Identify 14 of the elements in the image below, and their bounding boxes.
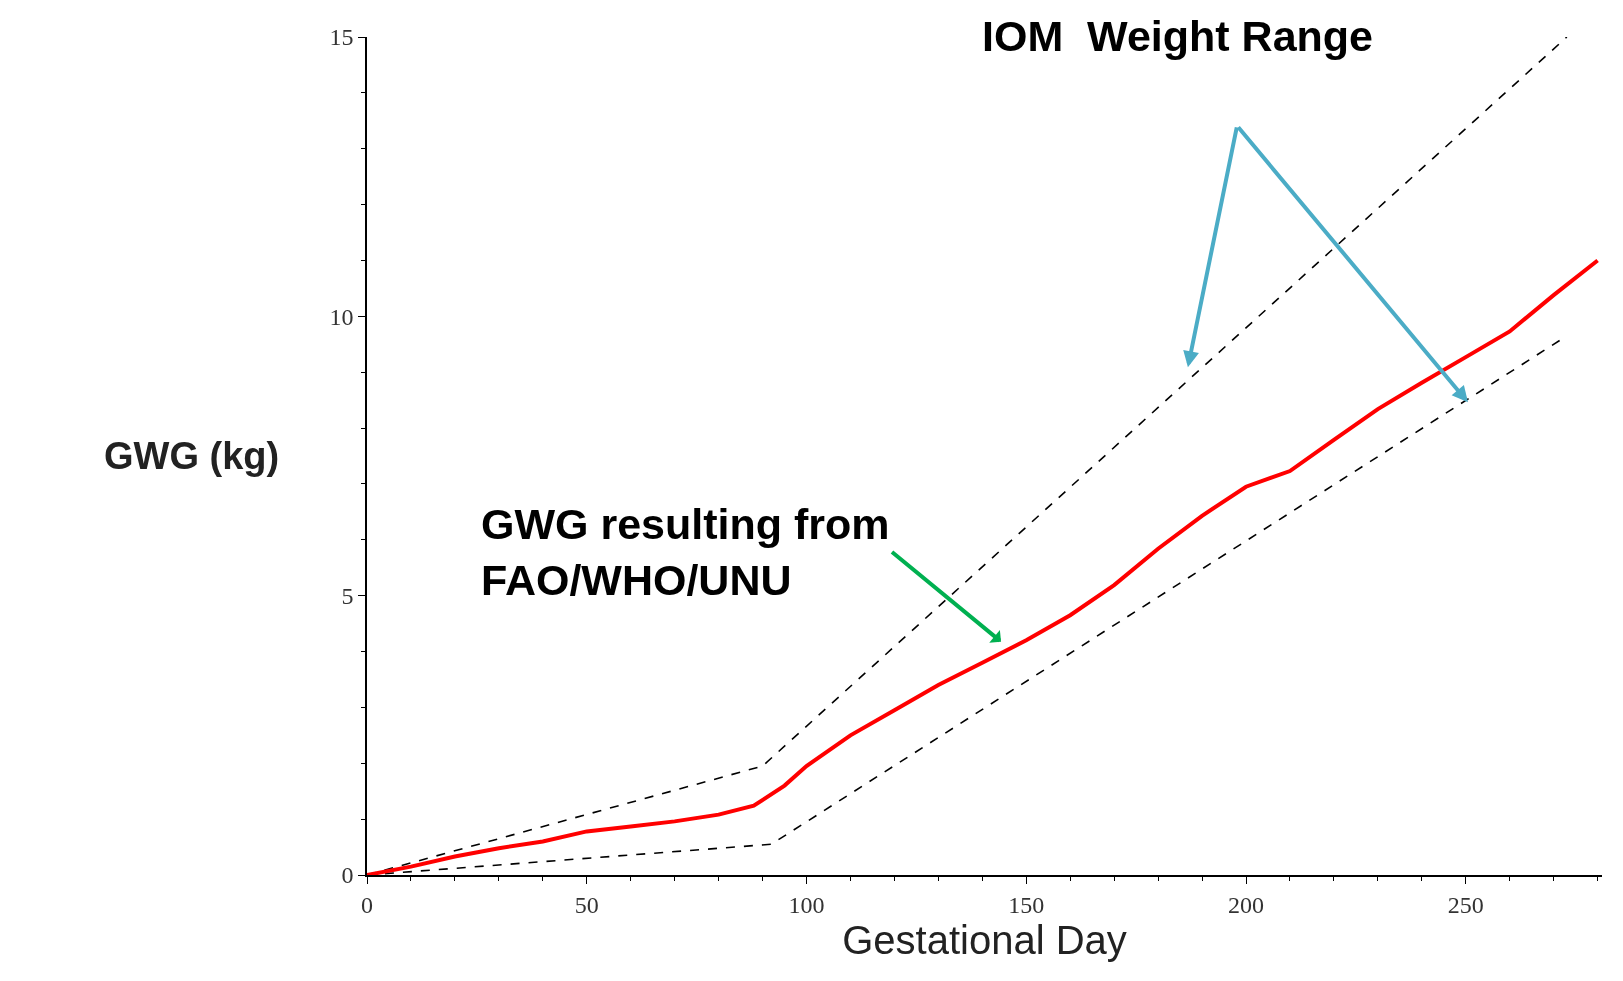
x-tick-label: 250 — [1447, 891, 1484, 918]
y-tick-label: 0 — [341, 862, 354, 889]
x-axis-title: Gestational Day — [842, 917, 1127, 962]
x-tick-label: 150 — [1008, 891, 1045, 918]
annotation: IOM Weight Range — [982, 12, 1373, 60]
y-tick-label: 10 — [329, 303, 354, 330]
y-tick-label: 15 — [329, 24, 354, 51]
y-tick-label: 5 — [341, 583, 354, 610]
x-tick-label: 100 — [788, 891, 825, 918]
x-tick-label: 50 — [574, 891, 599, 918]
y-axis-title: GWG (kg) — [104, 435, 280, 477]
x-tick-label: 0 — [361, 891, 373, 918]
annotation: GWG resulting from FAO/WHO/UNU — [481, 500, 890, 604]
x-tick-label: 200 — [1228, 891, 1264, 918]
